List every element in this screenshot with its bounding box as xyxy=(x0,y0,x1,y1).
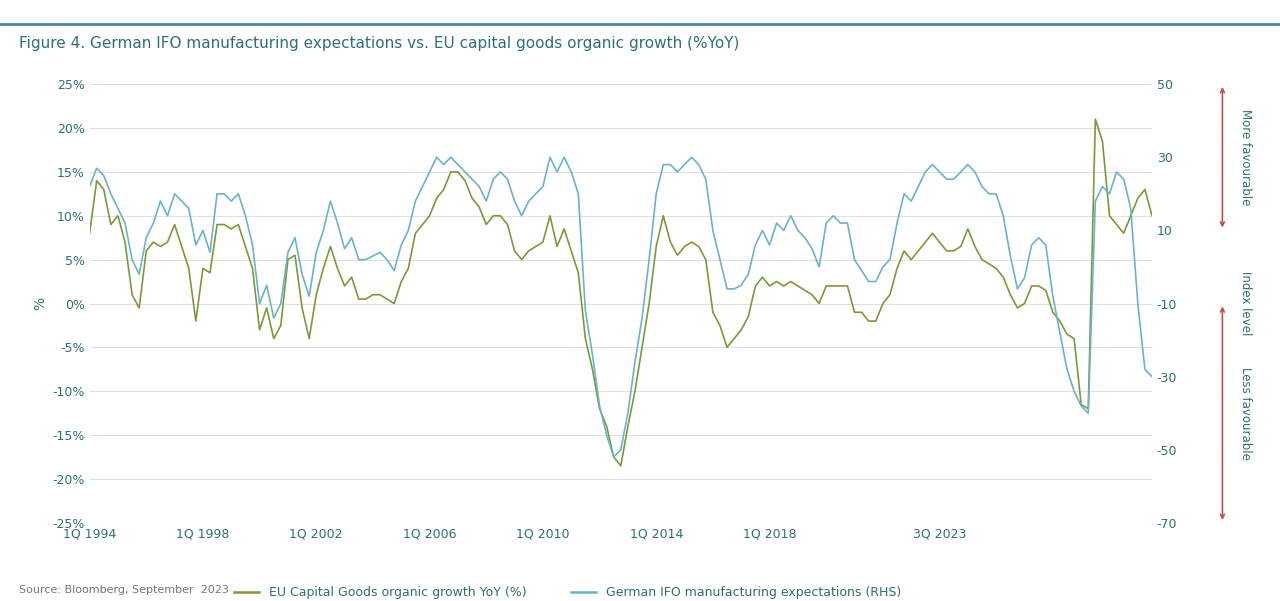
Y-axis label: %: % xyxy=(33,297,47,310)
EU Capital Goods organic growth YoY (%) xyxy=(613,462,628,469)
Text: Source: Bloomberg, September  2023: Source: Bloomberg, September 2023 xyxy=(19,585,229,595)
German IFO manufacturing expectations (RHS) xyxy=(1137,365,1152,373)
EU Capital Goods organic growth YoY (%) xyxy=(733,326,749,334)
German IFO manufacturing expectations (RHS) xyxy=(741,270,756,278)
EU Capital Goods organic growth YoY (%) xyxy=(82,230,97,237)
Legend: EU Capital Goods organic growth YoY (%), German IFO manufacturing expectations (: EU Capital Goods organic growth YoY (%),… xyxy=(229,581,906,601)
German IFO manufacturing expectations (RHS) xyxy=(82,183,97,190)
German IFO manufacturing expectations (RHS) xyxy=(769,219,785,227)
Text: Figure 4. German IFO manufacturing expectations vs. EU capital goods organic gro: Figure 4. German IFO manufacturing expec… xyxy=(19,36,740,51)
EU Capital Goods organic growth YoY (%) xyxy=(457,177,472,185)
EU Capital Goods organic growth YoY (%) xyxy=(1144,212,1160,219)
Line: EU Capital Goods organic growth YoY (%): EU Capital Goods organic growth YoY (%) xyxy=(90,119,1152,466)
EU Capital Goods organic growth YoY (%) xyxy=(1137,186,1152,193)
EU Capital Goods organic growth YoY (%) xyxy=(599,423,614,430)
EU Capital Goods organic growth YoY (%) xyxy=(762,282,777,290)
EU Capital Goods organic growth YoY (%) xyxy=(833,282,849,290)
EU Capital Goods organic growth YoY (%) xyxy=(1088,115,1103,123)
German IFO manufacturing expectations (RHS) xyxy=(613,446,628,453)
German IFO manufacturing expectations (RHS) xyxy=(465,175,480,183)
Text: Index level: Index level xyxy=(1239,271,1252,336)
German IFO manufacturing expectations (RHS) xyxy=(605,453,621,460)
Line: German IFO manufacturing expectations (RHS): German IFO manufacturing expectations (R… xyxy=(90,157,1152,457)
Text: Less favourable: Less favourable xyxy=(1239,367,1252,460)
German IFO manufacturing expectations (RHS) xyxy=(1144,373,1160,380)
German IFO manufacturing expectations (RHS) xyxy=(840,219,855,227)
Text: More favourable: More favourable xyxy=(1239,109,1252,206)
German IFO manufacturing expectations (RHS) xyxy=(429,154,444,161)
